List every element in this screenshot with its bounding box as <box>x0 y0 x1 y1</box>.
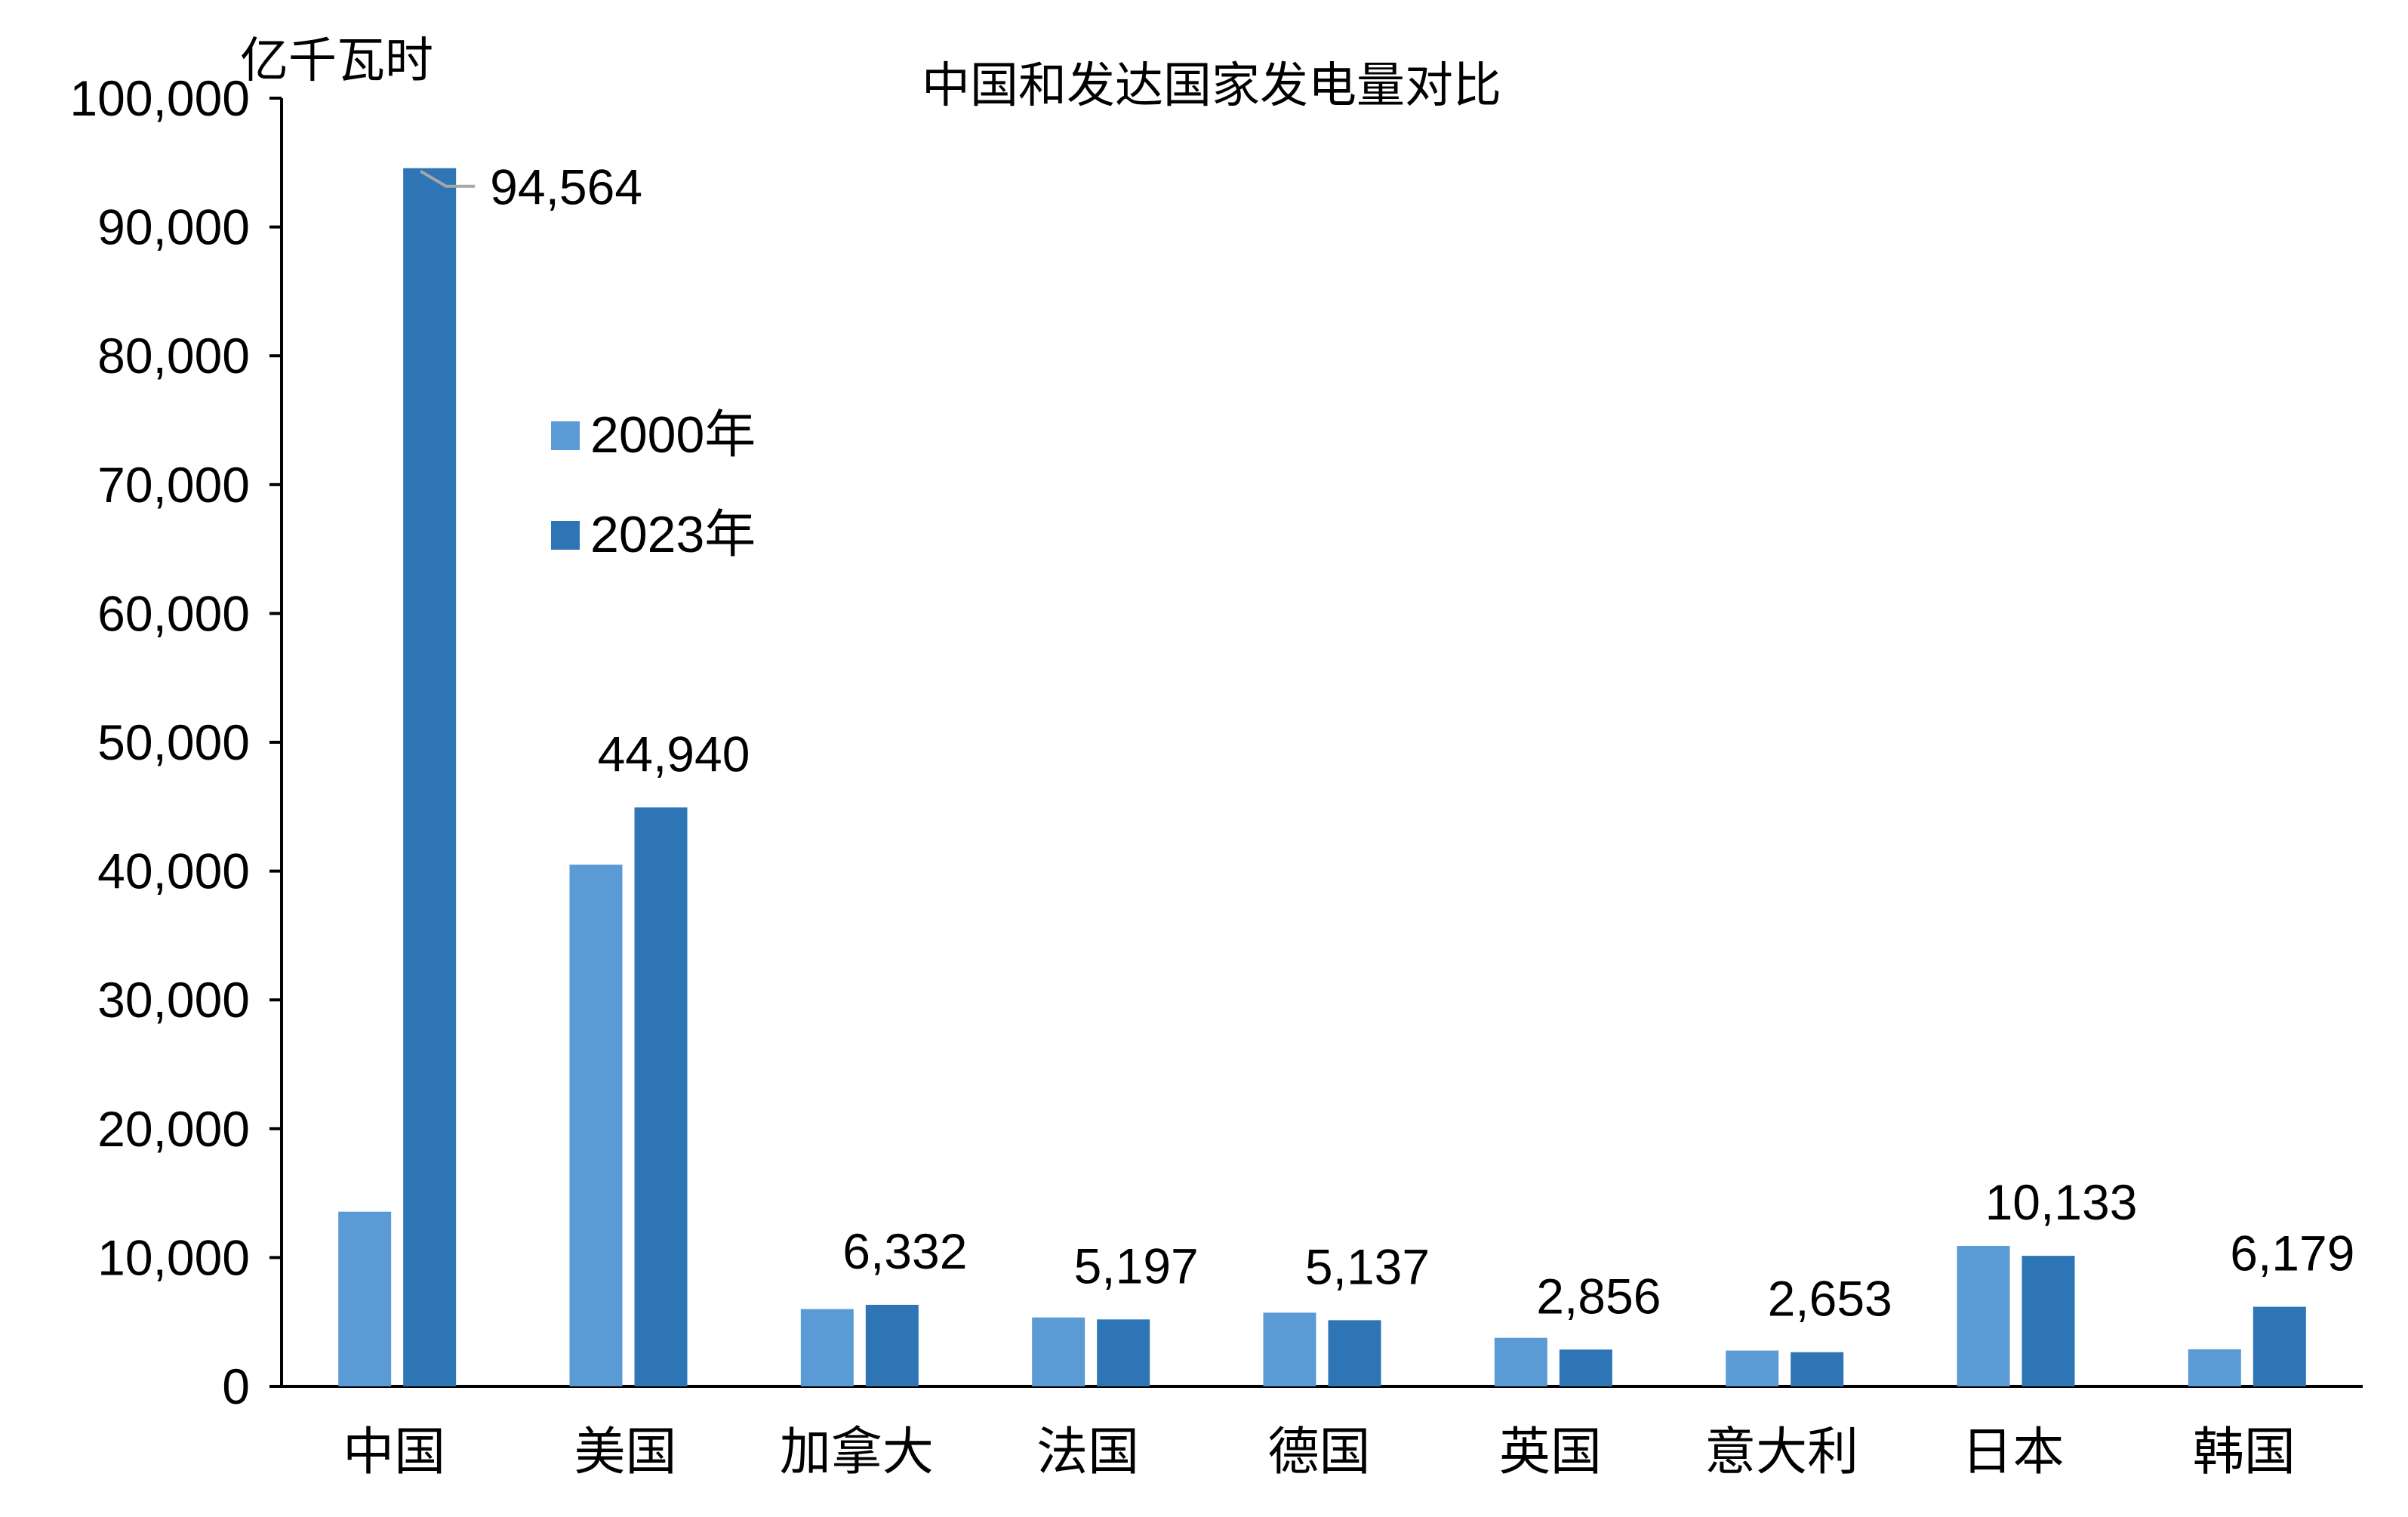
bar-2000 <box>1957 1246 2010 1386</box>
data-labels: 中国 94,564 美国 44,940 加拿大 6,332 法国 5,197 德国 5,137 英国… <box>343 159 2354 1481</box>
x-category-label: 韩国 <box>2193 1423 2296 1481</box>
bar-2023 <box>1097 1319 1150 1386</box>
y-tick-label: 40,000 <box>97 843 250 899</box>
bars <box>338 168 2306 1386</box>
y-tick-label: 90,000 <box>97 199 250 255</box>
bar-2023 <box>1791 1352 1844 1386</box>
legend-label: 2000年 <box>590 406 756 464</box>
legend-swatch <box>551 421 580 450</box>
y-tick-label: 30,000 <box>97 972 250 1028</box>
bar-2023 <box>2252 1306 2306 1386</box>
data-label: 2,856 <box>1536 1268 1661 1324</box>
data-label: 6,332 <box>842 1223 967 1279</box>
y-tick-label: 60,000 <box>97 585 250 641</box>
bar-2023 <box>1328 1320 1381 1386</box>
bar-2000 <box>1263 1312 1316 1386</box>
y-tick-label: 10,000 <box>97 1229 250 1285</box>
bar-2023 <box>1559 1349 1612 1386</box>
bar-2023 <box>634 807 688 1386</box>
bar-2000 <box>1726 1350 1779 1386</box>
legend-label: 2023年 <box>590 506 756 563</box>
x-category-label: 日本 <box>1961 1423 2064 1481</box>
y-tick-label: 70,000 <box>97 457 250 513</box>
legend-swatch <box>551 521 580 550</box>
y-tick-label: 50,000 <box>97 714 250 770</box>
data-label: 2,653 <box>1768 1271 1892 1327</box>
y-tick-label: 80,000 <box>97 328 250 384</box>
chart-title: 中国和发达国家发电量对比 <box>922 58 1501 113</box>
x-category-label: 美国 <box>574 1423 676 1481</box>
bar-2000 <box>1494 1337 1547 1386</box>
y-tick-label: 0 <box>222 1358 250 1414</box>
data-label: 6,179 <box>2230 1226 2354 1281</box>
data-label: 5,197 <box>1074 1238 1199 1293</box>
axes: 0 10,000 20,000 30,000 40,000 50,000 60,000 70,… <box>69 70 2363 1414</box>
data-label: 44,940 <box>598 726 750 782</box>
bar-2023 <box>2022 1256 2075 1386</box>
bar-2000 <box>338 1211 392 1386</box>
bar-2000 <box>1032 1317 1085 1386</box>
bar-2000 <box>800 1309 854 1386</box>
x-category-label: 英国 <box>1499 1423 1602 1481</box>
legend: 2000年 2023年 <box>551 406 756 563</box>
data-label: 5,137 <box>1305 1238 1430 1294</box>
y-tick-label: 100,000 <box>69 70 250 126</box>
data-label: 10,133 <box>1985 1174 2138 1230</box>
x-category-label: 加拿大 <box>780 1423 934 1481</box>
bar-2000 <box>569 865 623 1386</box>
y-axis-unit-label: 亿千瓦时 <box>240 33 433 88</box>
bar-2023 <box>865 1304 919 1386</box>
x-category-label: 中国 <box>343 1423 445 1481</box>
data-label-leader-line <box>420 170 476 188</box>
bar-2023 <box>403 168 457 1386</box>
x-category-label: 意大利 <box>1704 1423 1858 1481</box>
x-category-label: 法国 <box>1036 1423 1139 1481</box>
x-category-label: 德国 <box>1267 1423 1370 1481</box>
bar-2000 <box>2188 1349 2241 1386</box>
data-label: 94,564 <box>490 159 642 215</box>
y-tick-label: 20,000 <box>97 1101 250 1157</box>
